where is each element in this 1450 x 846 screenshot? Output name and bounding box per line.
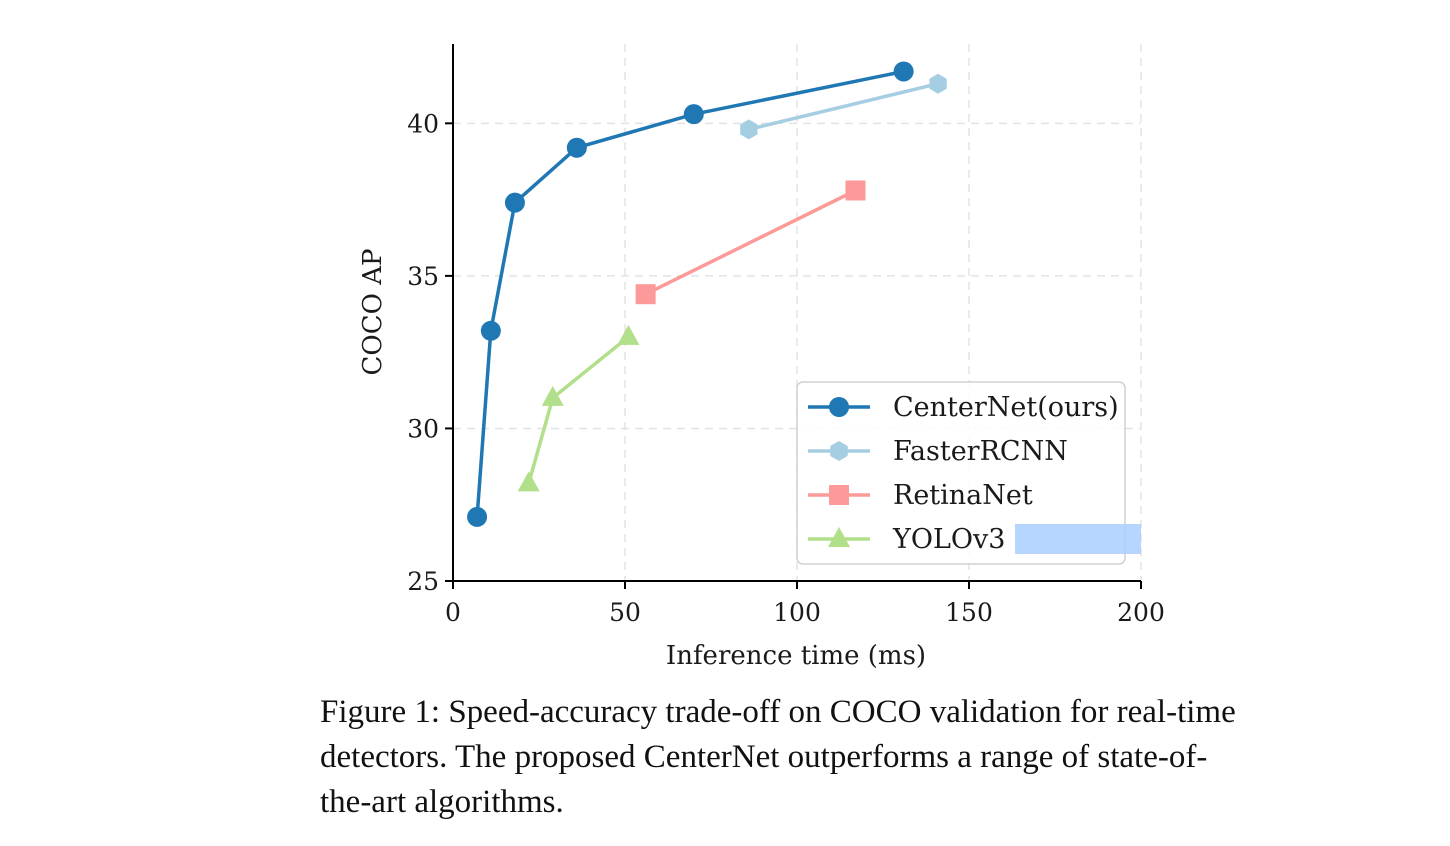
- data-point: [480, 320, 501, 341]
- legend-marker: [829, 485, 849, 505]
- data-point: [845, 180, 866, 201]
- y-tick-label: 25: [407, 567, 439, 596]
- series-line: [644, 188, 857, 296]
- data-point: [635, 284, 656, 305]
- legend: CenterNet(ours) FasterRCNN RetinaNet YOLOv3: [796, 381, 1141, 565]
- legend-label: RetinaNet: [893, 480, 1033, 511]
- y-tick-label: 40: [407, 109, 439, 138]
- y-tick-label: 30: [407, 414, 439, 443]
- y-axis-label: COCO AP: [358, 249, 388, 376]
- data-point: [740, 119, 758, 140]
- data-point: [517, 471, 540, 492]
- series-centernet-ours-: [467, 61, 914, 527]
- data-point: [566, 137, 587, 158]
- selection-highlight: [1015, 524, 1141, 554]
- data-point: [467, 506, 488, 527]
- legend-marker: [829, 397, 849, 417]
- x-tick-label: 150: [945, 598, 993, 627]
- series-line: [475, 69, 904, 518]
- series-line: [527, 335, 630, 484]
- legend-entry: FasterRCNN: [808, 436, 1068, 467]
- legend-box: [796, 381, 1126, 565]
- legend-label: YOLOv3: [892, 524, 1005, 555]
- data-point: [617, 324, 640, 345]
- legend-marker: [830, 441, 848, 461]
- series-line: [748, 81, 939, 132]
- x-axis-label: Inference time (ms): [666, 641, 926, 671]
- y-tick-label: 35: [407, 262, 439, 291]
- legend-label: FasterRCNN: [893, 436, 1068, 467]
- legend-entry: YOLOv3: [808, 524, 1005, 555]
- series-fasterrcnn: [740, 73, 947, 140]
- legend-entry: CenterNet(ours): [808, 392, 1119, 423]
- figure-caption: Figure 1: Speed-accuracy trade-off on CO…: [320, 694, 1236, 820]
- x-tick-label: 100: [773, 598, 821, 627]
- data-point: [929, 73, 947, 94]
- series-yolov3: [517, 324, 640, 492]
- x-tick-label: 0: [445, 598, 461, 627]
- x-tick-label: 200: [1117, 598, 1165, 627]
- legend-entry: RetinaNet: [808, 480, 1033, 511]
- data-point: [541, 385, 564, 406]
- speed-accuracy-chart: 0 50 100 150 200 25 30 35 40 Inference time (ms)…: [358, 44, 1165, 671]
- data-point: [504, 192, 525, 213]
- series: [467, 61, 947, 527]
- ticks: 0 50 100 150 200 25 30 35 40: [407, 109, 1165, 627]
- x-tick-label: 50: [609, 598, 641, 627]
- series-retinanet: [635, 180, 866, 305]
- data-point: [683, 104, 704, 125]
- data-point: [893, 61, 914, 82]
- legend-marker: [828, 527, 850, 547]
- legend-label: CenterNet(ours): [893, 392, 1119, 423]
